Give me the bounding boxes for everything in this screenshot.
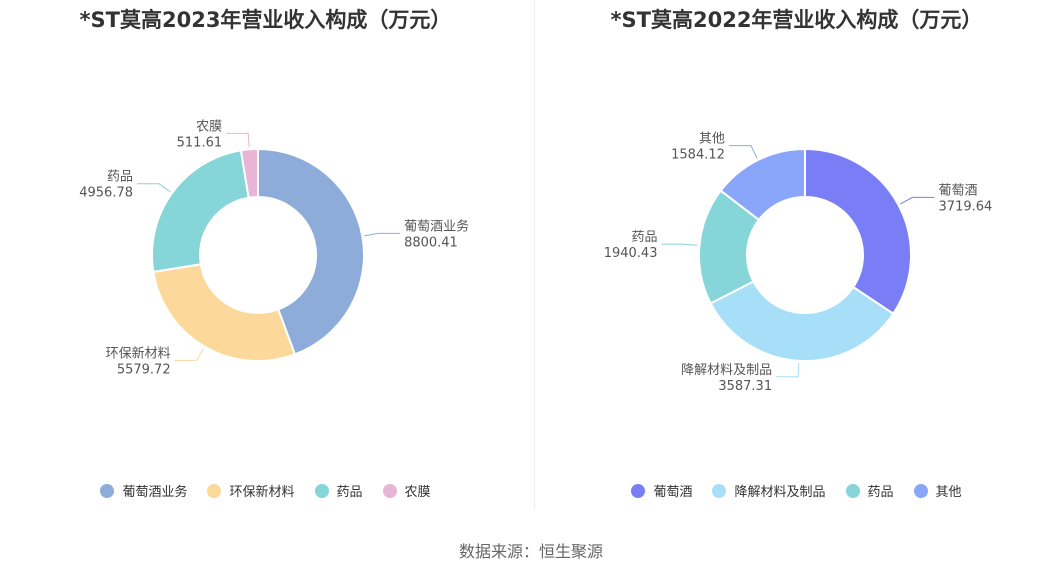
legend-dot-icon bbox=[845, 483, 860, 498]
legend-label: 药品 bbox=[336, 485, 363, 500]
slice-2023-3[interactable] bbox=[239, 147, 259, 199]
leader-line-2023-1 bbox=[174, 348, 205, 361]
slice-name-label-2022-1: 降解材料及制品 bbox=[681, 363, 772, 378]
legend-dot-icon bbox=[913, 483, 928, 498]
legend-dot-icon bbox=[207, 483, 222, 498]
legend-item-2023-0[interactable]: 葡萄酒业务 bbox=[100, 481, 187, 500]
slice-2023-0[interactable] bbox=[257, 147, 365, 356]
legend-item-2022-1[interactable]: 降解材料及制品 bbox=[712, 481, 826, 500]
leader-line-2022-1 bbox=[776, 362, 800, 378]
legend-label: 环保新材料 bbox=[229, 485, 295, 500]
legend-label: 葡萄酒 bbox=[653, 485, 693, 500]
data-source: 数据来源：恒生聚源 bbox=[458, 542, 603, 561]
chart-title-2022: *ST莫高2022年营业收入构成（万元） bbox=[610, 8, 983, 32]
slice-name-label-2023-1: 环保新材料 bbox=[106, 345, 171, 361]
legend-item-2023-1[interactable]: 环保新材料 bbox=[207, 481, 295, 500]
leader-line-2023-2 bbox=[137, 183, 171, 193]
legend-dot-icon bbox=[631, 483, 646, 498]
slice-2022-1[interactable] bbox=[709, 280, 895, 362]
legend-item-2022-0[interactable]: 葡萄酒 bbox=[631, 481, 692, 500]
legend-item-2022-3[interactable]: 其他 bbox=[913, 481, 962, 500]
slice-value-label-2023-1: 5579.72 bbox=[117, 362, 171, 377]
slice-2023-1[interactable] bbox=[152, 263, 297, 362]
slice-value-label-2023-3: 511.61 bbox=[177, 135, 223, 150]
chart-panel-2023: *ST莫高2023年营业收入构成（万元） 葡萄酒业务 8800.41 环保新材料 55… bbox=[0, 0, 531, 520]
slice-name-label-2023-2: 药品 bbox=[107, 170, 133, 185]
legend-dot-icon bbox=[100, 483, 115, 498]
slice-2023-2[interactable] bbox=[151, 149, 250, 274]
slice-name-label-2022-0: 葡萄酒 bbox=[939, 183, 978, 198]
chart-title-2023: *ST莫高2023年营业收入构成（万元） bbox=[79, 8, 452, 32]
legend-label: 其他 bbox=[935, 485, 962, 500]
slice-name-label-2022-3: 其他 bbox=[699, 132, 725, 147]
slice-value-label-2022-3: 1584.12 bbox=[671, 148, 725, 163]
legend-label: 葡萄酒业务 bbox=[122, 485, 188, 500]
slice-name-label-2022-2: 药品 bbox=[631, 230, 657, 245]
legend-dot-icon bbox=[314, 483, 329, 498]
chart-panel-2022: *ST莫高2022年营业收入构成（万元） 葡萄酒 3719.64 降解材料及制品 35… bbox=[531, 0, 1062, 520]
legend-label: 农膜 bbox=[404, 485, 431, 500]
slice-name-label-2023-0: 葡萄酒业务 bbox=[404, 218, 469, 234]
legend-dot-icon bbox=[712, 483, 727, 498]
panel-divider bbox=[534, 0, 535, 510]
leader-line-2022-2 bbox=[661, 243, 698, 246]
slice-name-label-2023-3: 农膜 bbox=[196, 119, 222, 134]
leader-line-2022-0 bbox=[899, 196, 935, 205]
legend-dot-icon bbox=[382, 483, 397, 498]
slice-value-label-2023-0: 8800.41 bbox=[404, 235, 458, 250]
slice-2022-3[interactable] bbox=[719, 147, 806, 222]
legend-item-2023-2[interactable]: 药品 bbox=[314, 481, 363, 500]
leader-line-2023-0 bbox=[364, 232, 401, 237]
leader-line-2022-3 bbox=[728, 145, 758, 159]
slice-value-label-2022-2: 1940.43 bbox=[604, 246, 658, 261]
slice-value-label-2022-1: 3587.31 bbox=[718, 379, 772, 394]
leader-line-2023-3 bbox=[226, 132, 250, 148]
slice-2022-0[interactable] bbox=[804, 147, 912, 316]
legend-label: 降解材料及制品 bbox=[734, 485, 826, 500]
legend-item-2022-2[interactable]: 药品 bbox=[845, 481, 894, 500]
legend-label: 药品 bbox=[867, 485, 894, 500]
legend-item-2023-3[interactable]: 农膜 bbox=[382, 481, 431, 500]
legend-2022: 葡萄酒 降解材料及制品 药品 其他 bbox=[531, 481, 1062, 500]
slice-value-label-2023-2: 4956.78 bbox=[79, 186, 133, 201]
slice-value-label-2022-0: 3719.64 bbox=[939, 199, 993, 214]
legend-2023: 葡萄酒业务 环保新材料 药品 农膜 bbox=[0, 481, 531, 500]
